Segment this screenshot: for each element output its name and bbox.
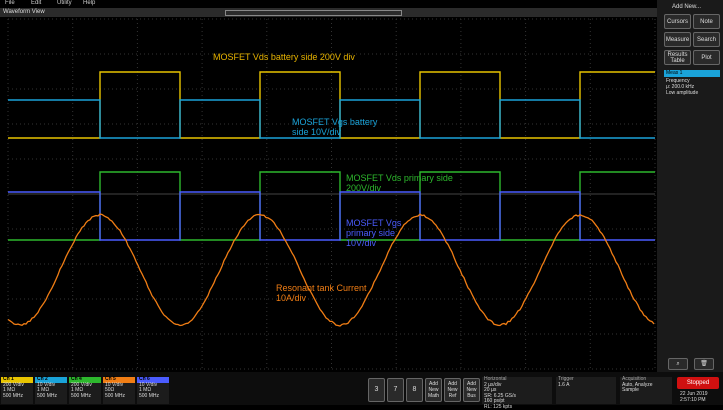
channel-setting: 500 MHz: [35, 394, 67, 400]
meas-header[interactable]: Meas 1: [664, 70, 720, 77]
waveform-area: [0, 17, 657, 372]
annotation: Resonant tank Current 10A/div: [276, 283, 386, 303]
panel-button[interactable]: Measure: [664, 32, 691, 47]
add-button[interactable]: Add New Bus: [463, 378, 480, 402]
annotation: MOSFET Vds battery side 200V div: [213, 52, 413, 62]
channel-setting: 500 MHz: [1, 394, 33, 400]
trigger-line: 1.6 A: [558, 383, 616, 389]
acquisition-line: Sample: [622, 388, 672, 394]
add-button[interactable]: 3: [368, 378, 385, 402]
channel-badge[interactable]: Ch 4200 V/div1 MΩ500 MHz: [69, 377, 101, 404]
panel-button[interactable]: Note: [693, 14, 720, 29]
channel-setting: 500 MHz: [69, 394, 101, 400]
annotation: MOSFET Vgs primary side 10V/div: [346, 218, 426, 248]
channel-badge[interactable]: Ch 510 V/div50Ω500 MHz: [103, 377, 135, 404]
meas-line: Low amplitude: [666, 90, 698, 96]
ch4-trace: [8, 172, 655, 240]
panel-button[interactable]: Results Table: [664, 50, 691, 65]
panel-button[interactable]: Search: [693, 32, 720, 47]
ch5-trace: [8, 214, 654, 326]
annotation: MOSFET Vgs battery side 10V/div: [292, 117, 392, 137]
horizontal-line: RL: 125 kpts: [484, 405, 552, 410]
horizontal[interactable]: Horizontal2 µs/div20 µsSR: 6.25 GS/s160 …: [482, 377, 552, 404]
acquisition[interactable]: AcquisitionAuto, AnalyzeSample: [620, 377, 672, 404]
menu-item[interactable]: Utility: [57, 0, 72, 8]
channel-badge[interactable]: Ch 1200 V/div1 MΩ500 MHz: [1, 377, 33, 404]
channel-badge[interactable]: Ch 610 V/div1 MΩ500 MHz: [137, 377, 169, 404]
panel-button[interactable]: Plot: [693, 50, 720, 65]
menu-item[interactable]: Help: [83, 0, 95, 8]
status-button[interactable]: Stopped: [677, 377, 719, 389]
delete-button[interactable]: 🗑: [694, 358, 714, 370]
panel-button[interactable]: Cursors: [664, 14, 691, 29]
zoom-button[interactable]: ⌕: [668, 358, 688, 370]
channel-setting: 500 MHz: [103, 394, 135, 400]
add-button[interactable]: Add New Ref: [444, 378, 461, 402]
view-title: Waveform View: [3, 9, 45, 15]
channel-setting: 500 MHz: [137, 394, 169, 400]
trigger[interactable]: Trigger1.6 A: [556, 377, 616, 404]
channel-badge[interactable]: Ch 210 V/div1 MΩ500 MHz: [35, 377, 67, 404]
menu-item[interactable]: Edit: [31, 0, 41, 8]
panel-title: Add New...: [672, 4, 701, 10]
add-button[interactable]: 7: [387, 378, 404, 402]
add-button[interactable]: 8: [406, 378, 423, 402]
annotation: MOSFET Vds primary side 200V/div: [346, 173, 456, 193]
overview-bar[interactable]: [225, 10, 402, 16]
time: 2:57:10 PM: [680, 397, 706, 403]
add-button[interactable]: Add New Math: [425, 378, 442, 402]
menu-item[interactable]: File: [5, 0, 15, 8]
scope-screen: Waveform View File Edit Utility Help MOSFET …: [0, 0, 723, 405]
